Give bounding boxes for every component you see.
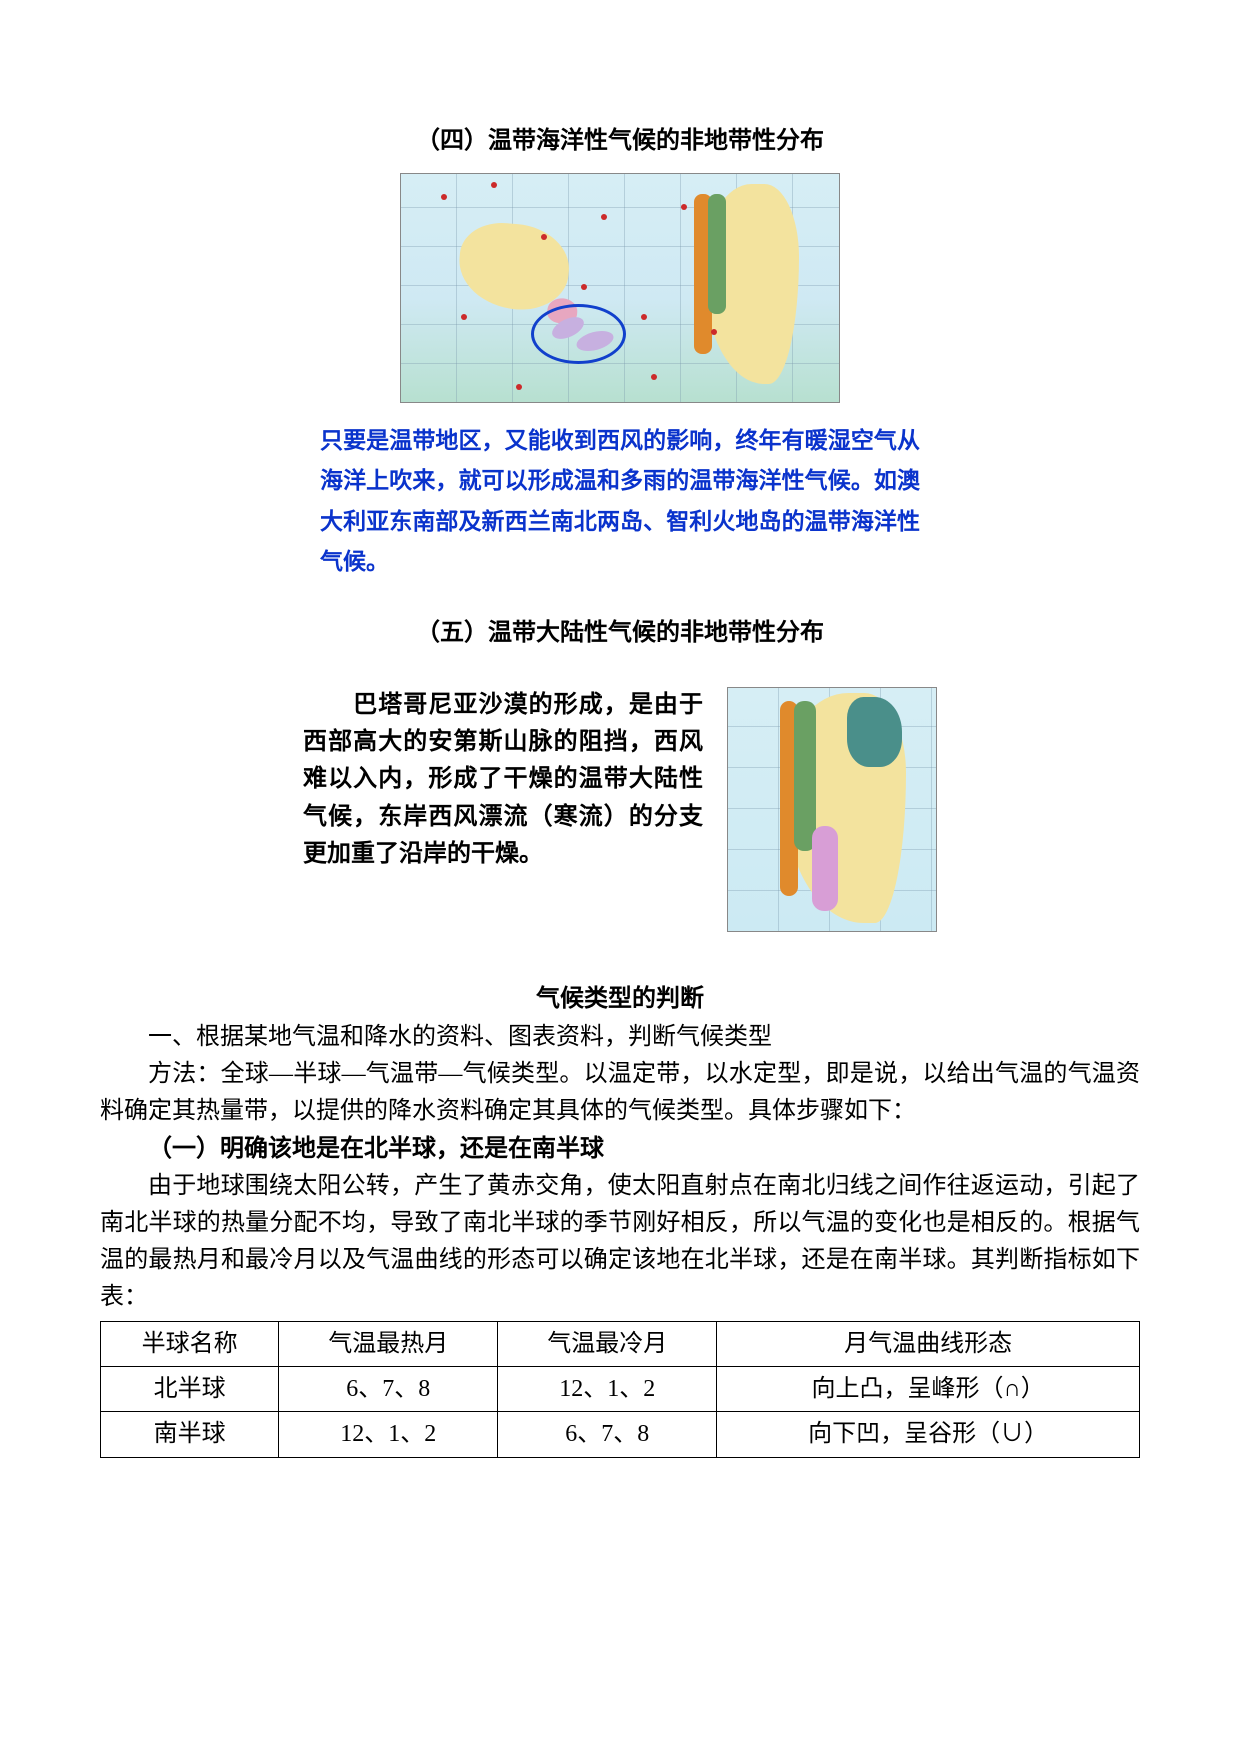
table-cell: 南半球 <box>101 1412 279 1457</box>
judgment-p3: 由于地球围绕太阳公转，产生了黄赤交角，使太阳直射点在南北归线之间作往返运动，引起… <box>100 1168 1140 1317</box>
section4-map <box>400 173 840 403</box>
table-cell: 向上凸，呈峰形（∩） <box>717 1366 1140 1411</box>
section5-paragraph: 巴塔哥尼亚沙漠的形成，是由于西部高大的安第斯山脉的阻挡，西风难以入内，形成了干燥… <box>303 687 703 873</box>
table-row: 北半球 6、7、8 12、1、2 向上凸，呈峰形（∩） <box>101 1366 1140 1411</box>
judgment-title: 气候类型的判断 <box>100 978 1140 1013</box>
table-cell: 6、7、8 <box>279 1366 498 1411</box>
section5-row: 巴塔哥尼亚沙漠的形成，是由于西部高大的安第斯山脉的阻挡，西风难以入内，形成了干燥… <box>100 687 1140 932</box>
judgment-sub1: （一）明确该地是在北半球，还是在南半球 <box>100 1131 1140 1168</box>
table-cell: 12、1、2 <box>498 1366 717 1411</box>
hemisphere-table: 半球名称 气温最热月 气温最冷月 月气温曲线形态 北半球 6、7、8 12、1、… <box>100 1321 1140 1458</box>
col-header: 气温最冷月 <box>498 1321 717 1366</box>
table-header-row: 半球名称 气温最热月 气温最冷月 月气温曲线形态 <box>101 1321 1140 1366</box>
table-cell: 向下凹，呈谷形（∪） <box>717 1412 1140 1457</box>
patagonia-region <box>812 826 838 911</box>
col-header: 月气温曲线形态 <box>717 1321 1140 1366</box>
section5-heading: （五）温带大陆性气候的非地带性分布 <box>100 612 1140 647</box>
judgment-p2: 方法：全球—半球—气温带—气候类型。以温定带，以水定型，即是说，以给出气温的气温… <box>100 1056 1140 1130</box>
table-cell: 12、1、2 <box>279 1412 498 1457</box>
table-cell: 6、7、8 <box>498 1412 717 1457</box>
table-cell: 北半球 <box>101 1366 279 1411</box>
section4-blue-paragraph: 只要是温带地区，又能收到西风的影响，终年有暖湿空气从海洋上吹来，就可以形成温和多… <box>320 421 920 582</box>
col-header: 半球名称 <box>101 1321 279 1366</box>
teal-region <box>847 697 902 767</box>
map-dots <box>401 174 839 402</box>
table-row: 南半球 12、1、2 6、7、8 向下凹，呈谷形（∪） <box>101 1412 1140 1457</box>
section4-heading: （四）温带海洋性气候的非地带性分布 <box>100 120 1140 155</box>
judgment-p1: 一、根据某地气温和降水的资料、图表资料，判断气候类型 <box>100 1019 1140 1056</box>
col-header: 气温最热月 <box>279 1321 498 1366</box>
green-strip <box>794 701 816 851</box>
section5-map <box>727 687 937 932</box>
